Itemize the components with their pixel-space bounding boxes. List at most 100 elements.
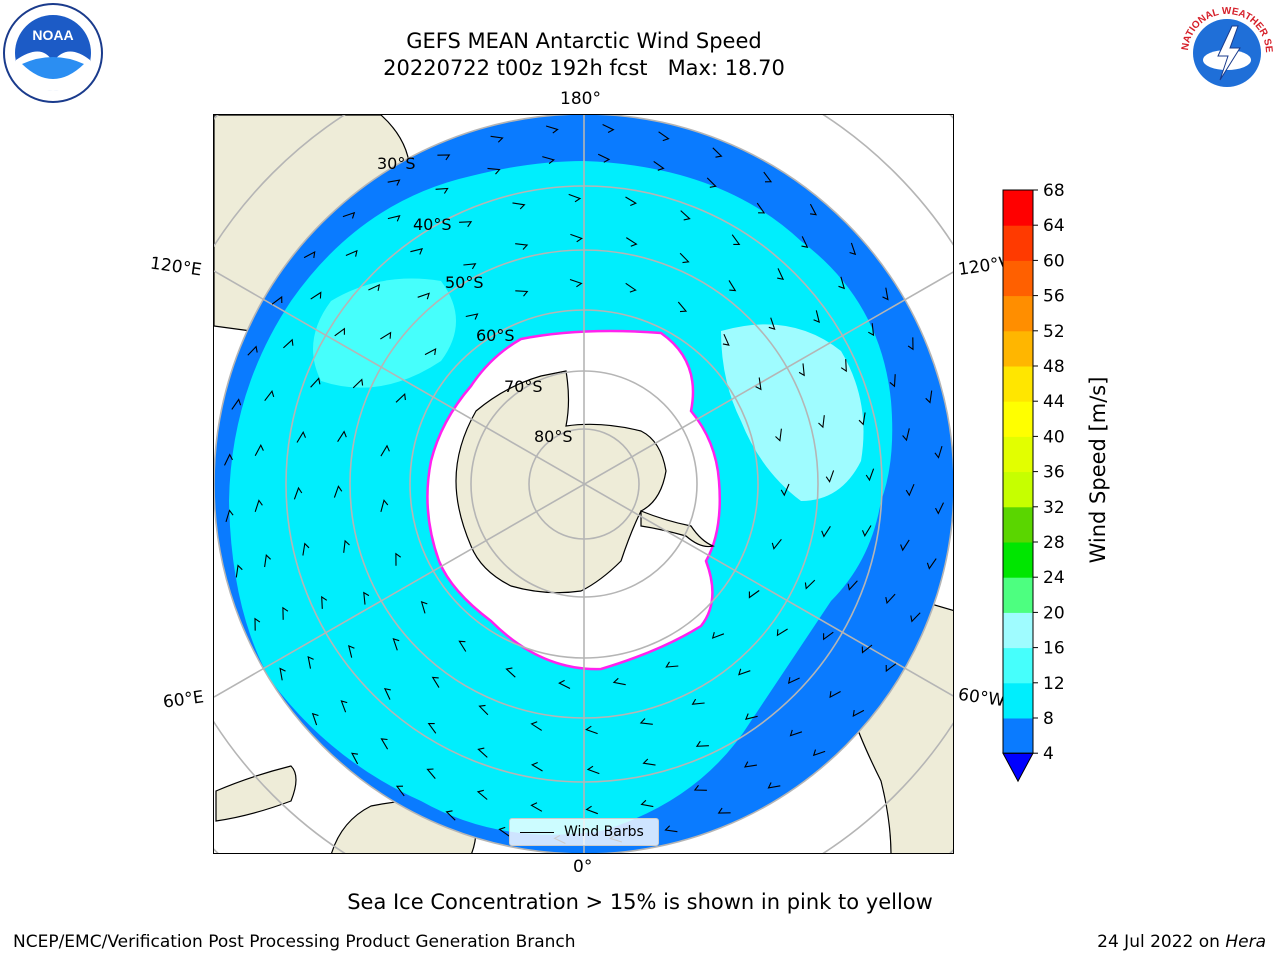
colorbar-title: Wind Speed [m/s] (1086, 376, 1110, 564)
wind-barb (821, 526, 831, 538)
lat-label-80s: 80°S (534, 427, 573, 446)
wind-barb (387, 215, 401, 222)
wind-barb (889, 374, 896, 388)
wind-barb (756, 202, 766, 214)
wind-barb (476, 789, 488, 800)
noaa-logo: NOAA (2, 2, 104, 104)
wind-barb (333, 485, 343, 498)
wind-barb (458, 640, 467, 652)
wind-barb (748, 590, 760, 599)
wind-barb (665, 661, 679, 668)
wind-barb (293, 486, 303, 500)
colorbar-tick-label: 52 (1043, 322, 1065, 342)
wind-barb (711, 632, 725, 639)
wind-barb (310, 291, 322, 300)
colorbar-tick-label: 12 (1043, 674, 1065, 694)
wind-barb (775, 428, 782, 442)
wind-barb (787, 677, 800, 685)
colorbar-tick-label: 20 (1043, 603, 1065, 623)
colorbar-segment (1003, 612, 1033, 649)
wind-barb (586, 765, 600, 775)
colorbar-segment (1003, 295, 1033, 332)
lon-label-0: 0° (573, 857, 593, 877)
wind-barb (340, 700, 348, 713)
wind-barb (829, 691, 841, 699)
wind-barb (882, 287, 889, 301)
wind-barb (310, 377, 321, 388)
wind-barb (902, 428, 910, 442)
colorbar-segment (1003, 647, 1033, 684)
wind-barb (307, 655, 314, 669)
colorbar-segment (1003, 330, 1033, 367)
wind-barb (225, 509, 234, 523)
colorbar-tick-label: 56 (1043, 287, 1065, 307)
wind-barb (885, 663, 897, 673)
wind-barb (459, 221, 473, 228)
wind-barb (505, 667, 516, 678)
colorbar-extend-arrow (1002, 752, 1034, 783)
colorbar-tick-label: 24 (1043, 568, 1065, 588)
wind-barb (271, 295, 283, 305)
wind-barb (658, 131, 670, 142)
wind-barb (392, 638, 400, 651)
lat-label-50s: 50°S (445, 273, 484, 292)
wind-barb (490, 135, 504, 143)
lat-label-70s: 70°S (504, 377, 543, 396)
wind-barb (813, 310, 820, 324)
colorbar-segment (1003, 471, 1033, 508)
wind-barb (445, 810, 456, 821)
wind-barb (776, 628, 788, 637)
noaa-logo-text: NOAA (32, 27, 73, 43)
wind-barbs-legend: Wind Barbs (509, 818, 659, 846)
wind-barb (905, 483, 915, 497)
wind-barb (279, 667, 286, 681)
wind-barb (935, 502, 944, 515)
map-title: GEFS MEAN Antarctic Wind Speed (406, 29, 762, 53)
wind-barb (798, 363, 805, 377)
wind-barb (809, 203, 817, 216)
longitude-lines (214, 115, 953, 853)
wind-barb (728, 280, 737, 292)
wind-barb (861, 644, 873, 654)
wind-barb (465, 313, 479, 320)
wind-barb (780, 483, 790, 497)
wind-barb (640, 799, 654, 808)
wind-barb (568, 193, 582, 203)
lat-label-30s: 30°S (377, 154, 416, 173)
wind-barb (625, 196, 638, 207)
lon-label-60e: 60°E (161, 687, 206, 713)
wind-barb (731, 234, 741, 245)
wind-barb (680, 210, 691, 221)
wind-barb (706, 177, 717, 188)
colorbar-tick-label: 44 (1043, 392, 1065, 412)
wind-barb (744, 761, 757, 768)
wind-barb (755, 377, 762, 391)
wind-barb (910, 612, 921, 623)
wind-barb (767, 782, 781, 789)
wind-barb (530, 721, 542, 731)
colorbar-segment (1003, 366, 1033, 402)
lon-label-180: 180° (560, 89, 601, 109)
wind-barb (235, 564, 243, 578)
wind-barb (426, 768, 436, 779)
wind-barb (351, 752, 359, 765)
wind-barb (427, 723, 437, 734)
wind-barb (771, 538, 782, 550)
wind-barb (334, 327, 345, 337)
wind-barb (321, 595, 328, 609)
land-madagascar (215, 765, 297, 822)
wind-barb (352, 378, 364, 389)
nws-logo: NATIONAL WEATHER SERVICE (1172, 0, 1278, 104)
wind-barb (383, 687, 391, 700)
wind-barb (569, 278, 583, 288)
wind-barb (420, 601, 428, 614)
wind-barb (597, 153, 611, 163)
colorbar-segment (1003, 718, 1033, 754)
colorbar-tick-label: 32 (1043, 498, 1065, 518)
colorbar-segment (1003, 401, 1033, 437)
colorbar-segment (1003, 260, 1033, 297)
wind-barb (368, 283, 381, 291)
land-antarctica (455, 370, 667, 594)
colorbar-segment (1003, 682, 1033, 719)
wind-barb (849, 242, 857, 256)
